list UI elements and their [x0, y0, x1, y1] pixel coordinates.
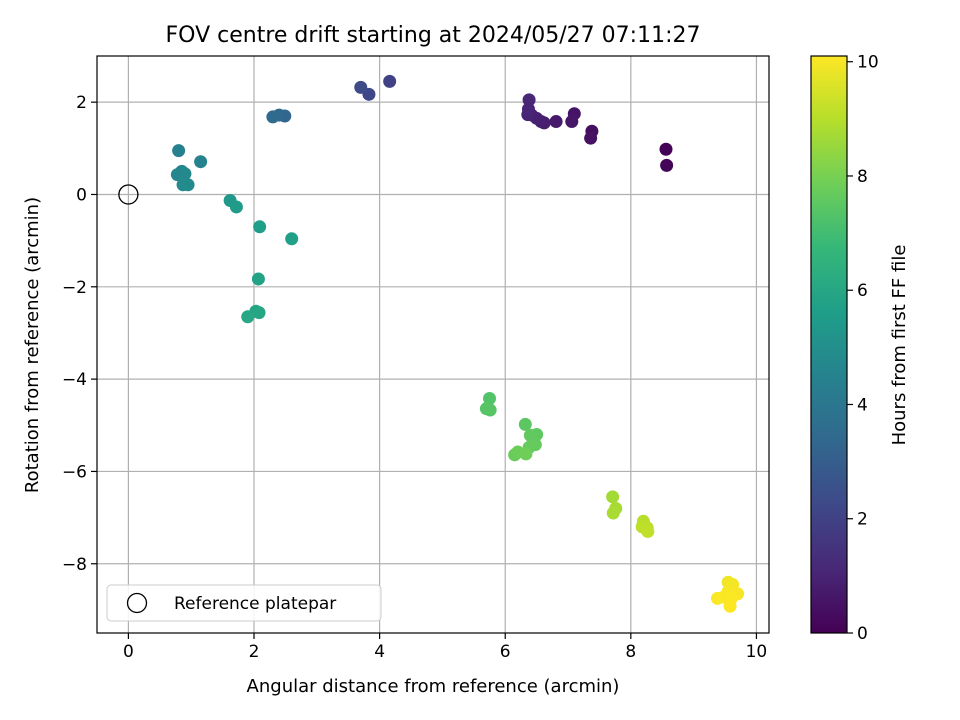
- data-point: [194, 155, 208, 169]
- colorbar-tick-label: 6: [857, 281, 868, 301]
- x-tick-label: 4: [374, 642, 385, 662]
- data-point: [354, 80, 368, 94]
- legend-label-reference: Reference platepar: [174, 594, 336, 614]
- x-tick-label: 0: [123, 642, 134, 662]
- x-tick-label: 8: [625, 642, 636, 662]
- data-point: [606, 506, 620, 520]
- data-point: [521, 102, 535, 116]
- data-point: [518, 417, 532, 431]
- data-point: [252, 306, 266, 320]
- data-point: [251, 272, 265, 286]
- y-tick-label: 0: [76, 185, 87, 205]
- y-tick-label: −6: [62, 462, 87, 482]
- colorbar-tick-label: 10: [857, 53, 879, 73]
- y-tick-label: −2: [62, 278, 87, 298]
- plot-area: 0 2 4 6 8 10 −8 −6 −4 −2 0 2: [62, 55, 770, 662]
- colorbar: 0 2 4 6 8 10: [810, 53, 879, 644]
- data-point: [181, 178, 195, 192]
- legend-box: [106, 584, 382, 622]
- data-point: [711, 591, 725, 605]
- colorbar-tick-label: 2: [857, 510, 868, 530]
- y-tick-label: −4: [62, 370, 87, 390]
- x-tick-label: 10: [746, 642, 768, 662]
- data-point: [584, 131, 598, 145]
- legend: Reference platepar: [106, 584, 382, 622]
- data-point: [483, 392, 497, 406]
- y-tick-label: −8: [62, 555, 87, 575]
- data-point: [659, 142, 673, 156]
- chart-title: FOV centre drift starting at 2024/05/27 …: [166, 23, 701, 48]
- data-point: [266, 110, 280, 124]
- data-point: [549, 115, 563, 129]
- data-point: [641, 524, 655, 538]
- colorbar-gradient: [810, 55, 848, 634]
- y-tick-label: 2: [76, 93, 87, 113]
- data-point: [229, 200, 243, 214]
- x-tick-label: 2: [249, 642, 260, 662]
- x-tick-label: 6: [500, 642, 511, 662]
- reference-marker: [118, 184, 139, 205]
- plot-frame: [96, 55, 770, 634]
- data-point: [519, 447, 533, 461]
- data-point: [606, 490, 620, 504]
- data-point: [522, 93, 536, 107]
- colorbar-tick-label: 8: [857, 167, 868, 187]
- data-point: [660, 158, 674, 172]
- colorbar-tick-label: 0: [857, 624, 868, 644]
- data-point: [565, 115, 579, 129]
- legend-marker-reference: [126, 592, 148, 614]
- colorbar-label: Hours from first FF file: [889, 245, 910, 446]
- data-point: [241, 310, 255, 324]
- y-axis-label: Rotation from reference (arcmin): [22, 197, 43, 493]
- data-point: [178, 167, 192, 181]
- data-point: [285, 232, 299, 246]
- colorbar-tick-label: 4: [857, 395, 868, 415]
- data-point: [383, 74, 397, 88]
- x-axis-label: Angular distance from reference (arcmin): [247, 676, 620, 697]
- data-point: [483, 403, 497, 417]
- data-point: [172, 144, 186, 158]
- data-point: [253, 220, 267, 234]
- data-point: [723, 599, 737, 613]
